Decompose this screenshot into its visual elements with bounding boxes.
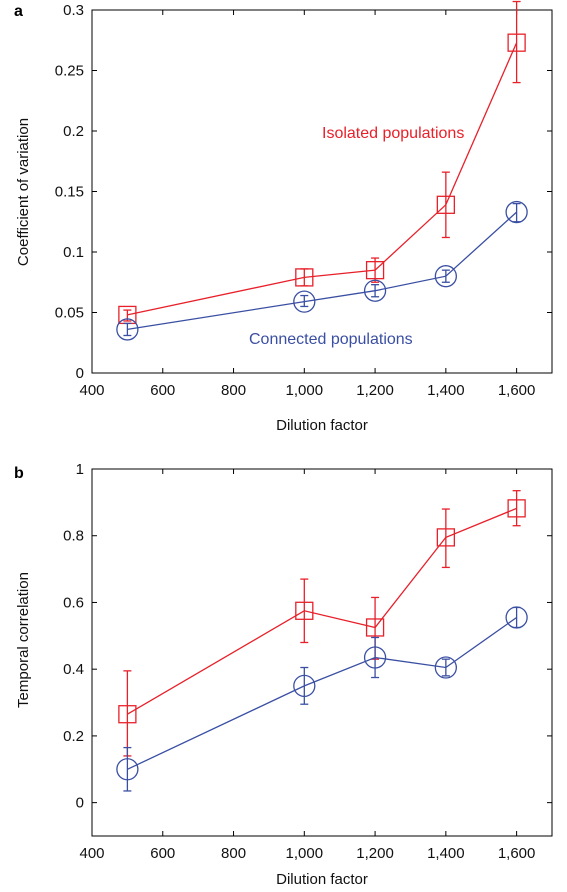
y-tick-label-b: 0.8 — [63, 528, 84, 545]
y-axis-a: 0 0.05 0.1 0.15 0.2 0.25 0.3 — [55, 2, 552, 382]
y-tick-label-a: 0.25 — [55, 63, 84, 80]
x-tick-label-b: 800 — [221, 845, 246, 862]
x-tick-label-a: 1,000 — [286, 382, 324, 399]
y-tick-label-a: 0.3 — [63, 2, 84, 19]
y-axis-label-b: Temporal correlation — [15, 572, 32, 708]
data-point-connected — [363, 646, 387, 669]
data-point-isolated — [295, 268, 314, 287]
x-tick-label-b: 1,200 — [356, 845, 394, 862]
x-tick-label-a: 1,200 — [356, 382, 394, 399]
x-tick-label-a: 600 — [150, 382, 175, 399]
x-tick-label-a: 1,400 — [427, 382, 465, 399]
plot-frame-a — [91, 9, 553, 374]
panel-label-a: a — [14, 3, 23, 20]
x-tick-label-b: 600 — [150, 845, 175, 862]
y-tick-label-a: 0.05 — [55, 305, 84, 322]
data-point-isolated — [436, 195, 455, 214]
data-point-isolated — [118, 705, 137, 724]
x-axis-b: 400 600 800 1,000 1,200 1,400 1,600 — [79, 469, 535, 862]
data-point-isolated — [295, 601, 314, 620]
y-tick-label-b: 0.2 — [63, 728, 84, 745]
data-point-connected — [116, 318, 139, 341]
data-point-connected — [293, 290, 316, 313]
series-line-connected-a — [127, 211, 518, 331]
data-point-isolated — [365, 260, 385, 280]
x-tick-label-b: 1,600 — [498, 845, 536, 862]
y-tick-label-a: 0.1 — [63, 244, 84, 261]
data-point-isolated — [507, 33, 526, 52]
series-line-isolated-b — [127, 507, 517, 715]
y-tick-label-b: 0 — [76, 795, 84, 812]
y-tick-label-a: 0 — [76, 365, 84, 382]
data-point-connected — [293, 674, 316, 698]
panel-label-b: b — [14, 465, 24, 482]
data-point-isolated — [436, 528, 455, 547]
series-line-isolated-a — [127, 42, 518, 316]
data-point-connected — [363, 279, 387, 302]
data-point-connected — [116, 758, 139, 781]
y-tick-label-a: 0.2 — [63, 123, 84, 140]
panel-a: a 400 600 800 1,000 1,200 1,400 1,600 0 0.05 0.1… — [14, 0, 553, 434]
annotation-connected: Connected populations — [249, 331, 413, 348]
y-axis-b: 0 0.2 0.4 0.6 0.8 1 — [63, 461, 552, 812]
x-tick-label-a: 1,600 — [498, 382, 536, 399]
x-axis-label-b: Dilution factor — [276, 871, 368, 888]
x-tick-label-b: 400 — [79, 845, 104, 862]
x-axis-label-a: Dilution factor — [276, 417, 368, 434]
y-axis-label-a: Coefficient of variation — [15, 118, 32, 266]
panel-b: b 400 600 800 1,000 1,200 1,400 1,600 00.20.40… — [14, 461, 553, 888]
y-tick-label-a: 0.15 — [55, 184, 84, 201]
series-layer-a — [116, 0, 528, 341]
y-tick-label-b: 0.6 — [63, 594, 84, 611]
data-point-connected — [505, 606, 528, 629]
y-tick-label-b: 0.4 — [63, 661, 84, 678]
data-point-connected — [434, 656, 457, 679]
data-point-connected — [434, 265, 457, 288]
x-tick-label-b: 1,400 — [427, 845, 465, 862]
annotation-isolated: Isolated populations — [322, 125, 464, 142]
data-point-isolated — [365, 618, 385, 637]
x-tick-label-b: 1,000 — [286, 845, 324, 862]
x-tick-label-a: 800 — [221, 382, 246, 399]
series-line-connected-b — [127, 616, 517, 770]
x-axis-a: 400 600 800 1,000 1,200 1,400 1,600 — [79, 10, 535, 399]
x-tick-label-a: 400 — [79, 382, 104, 399]
y-tick-label-b: 1 — [76, 461, 84, 478]
plot-frame-b — [91, 468, 553, 837]
series-layer-b — [116, 490, 528, 792]
data-point-connected — [505, 200, 528, 224]
data-point-isolated — [507, 499, 526, 518]
